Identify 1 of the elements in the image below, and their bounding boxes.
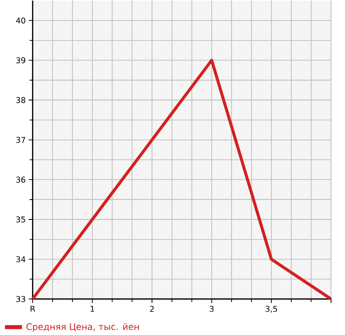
legend-label: Средняя Цена, тыс. йен	[26, 323, 139, 332]
